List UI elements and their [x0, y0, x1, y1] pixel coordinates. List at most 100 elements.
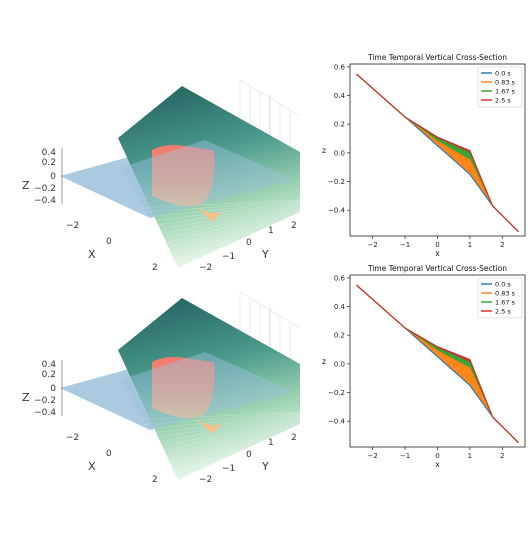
mesh-line	[146, 413, 301, 430]
x-tick-label: 0	[106, 237, 112, 247]
z-axis-label: Z	[22, 391, 30, 404]
y-tick-label: −1	[222, 464, 235, 474]
y-tick-label: −0.4	[328, 418, 346, 426]
x-tick-label: −1	[400, 241, 410, 249]
legend-label: 0.83 s	[495, 289, 516, 297]
mesh-line	[170, 420, 301, 465]
y-tick-label: 1	[268, 438, 274, 448]
mesh-line	[179, 423, 301, 479]
x-tick-label: −2	[368, 241, 378, 249]
mesh-line	[146, 201, 301, 218]
mesh-line	[167, 420, 301, 461]
x-tick-label: −2	[66, 433, 79, 443]
mesh-line	[149, 202, 301, 222]
y-tick-label: −0.2	[328, 389, 345, 397]
axis-panes	[239, 79, 301, 180]
legend: 0.0 s0.83 s1.67 s2.5 s	[477, 66, 523, 108]
y-tick-label: −0.4	[328, 207, 346, 215]
mesh-line	[164, 419, 301, 456]
wave-patch	[152, 357, 215, 419]
mesh-line	[155, 204, 301, 231]
cross-section-chart-1: Time Temporal Vertical Cross-Section −2 −1…	[322, 53, 526, 258]
x-axis-label: x	[435, 460, 440, 469]
y-axis-label: z	[322, 357, 326, 366]
z-tick-label: 0	[50, 384, 56, 394]
y-tick-label: 0.4	[334, 92, 346, 100]
y-tick-label: −0.2	[328, 178, 345, 186]
x-axis-label: x	[435, 249, 440, 258]
x-tick-label: 2	[500, 452, 504, 460]
x-axis-label: X	[88, 248, 96, 261]
y-tick-label: 1	[268, 226, 274, 236]
legend-label: 0.0 s	[495, 69, 511, 77]
surface-mesh	[139, 199, 301, 267]
mesh-line	[176, 422, 301, 474]
x-tick-label: 2	[152, 475, 158, 485]
mesh-line	[173, 421, 301, 470]
cross-section-chart-2: Time Temporal Vertical Cross-Section −2 −1…	[322, 264, 526, 469]
x-tick-label: 0	[106, 449, 112, 459]
x-tick-label: −1	[400, 452, 410, 460]
x-tick-label: −2	[368, 452, 378, 460]
y-tick-label: 0.2	[334, 121, 345, 129]
wave-underside	[196, 206, 222, 222]
z-axis-label: Z	[22, 179, 30, 192]
z-tick-label: 0.2	[42, 158, 56, 168]
x-tick-label: 1	[468, 452, 472, 460]
mesh-line	[139, 411, 301, 421]
y-tick-label: 0.0	[334, 149, 345, 157]
mesh-line	[170, 208, 301, 253]
series-line-2-5-s	[356, 73, 519, 233]
wave-underside	[196, 418, 222, 434]
z-tick-label: 0.2	[42, 370, 56, 380]
z-tick-label: 0.4	[42, 360, 57, 370]
mesh-line	[143, 200, 301, 213]
surface-mesh	[139, 411, 301, 479]
mesh-line	[164, 207, 301, 244]
legend-box	[477, 277, 523, 319]
x-tick-label: 0	[435, 241, 439, 249]
mesh-line	[149, 414, 301, 434]
y-axis-label: Y	[261, 460, 269, 473]
y-axis-label: z	[322, 146, 326, 155]
y-tick-label: 0.6	[334, 274, 346, 282]
z-tick-label: −0.4	[34, 196, 56, 206]
mesh-line	[179, 211, 301, 267]
x-tick-label: 0	[435, 452, 439, 460]
chart-title: Time Temporal Vertical Cross-Section	[367, 264, 507, 273]
x-tick-label: 1	[468, 241, 472, 249]
mesh-line	[155, 416, 301, 443]
wave-patch	[152, 145, 215, 207]
y-tick-label: −2	[199, 475, 212, 485]
y-tick-label: 0.4	[334, 303, 346, 311]
mesh-line	[167, 208, 301, 249]
legend-box	[477, 66, 523, 108]
mesh-line	[176, 210, 301, 262]
legend-label: 1.67 s	[495, 298, 516, 306]
z-tick-label: −0.2	[34, 184, 56, 194]
mesh-line	[161, 206, 301, 240]
z-tick-label: −0.4	[34, 408, 56, 418]
legend: 0.0 s0.83 s1.67 s2.5 s	[477, 277, 523, 319]
surface-plot-1: 0.40.2 0 −0.2 −0.4 Z −2 0 2 X −2 −1 0 1 2 Y	[22, 79, 301, 273]
mesh-line	[143, 412, 301, 425]
legend-label: 1.67 s	[495, 87, 516, 95]
y-tick-label: −1	[222, 252, 235, 262]
legend-label: 2.5 s	[495, 307, 511, 315]
y-tick-label: 0.6	[334, 63, 346, 71]
z-tick-label: 0	[50, 172, 56, 182]
y-tick-label: 2	[291, 221, 297, 231]
y-tick-label: 0	[246, 450, 252, 460]
mesh-line	[161, 418, 301, 452]
legend-label: 0.83 s	[495, 78, 516, 86]
chart-title: Time Temporal Vertical Cross-Section	[367, 53, 507, 62]
y-tick-label: 2	[291, 433, 297, 443]
legend-label: 0.0 s	[495, 280, 511, 288]
y-axis-label: Y	[261, 248, 269, 261]
surface-plot-2: 0.40.2 0 −0.2 −0.4 Z −2 0 2 X −2 −1 0 1 2 Y	[22, 291, 301, 485]
mesh-line	[158, 417, 301, 448]
mesh-line	[152, 203, 301, 227]
x-tick-label: 2	[152, 263, 158, 273]
